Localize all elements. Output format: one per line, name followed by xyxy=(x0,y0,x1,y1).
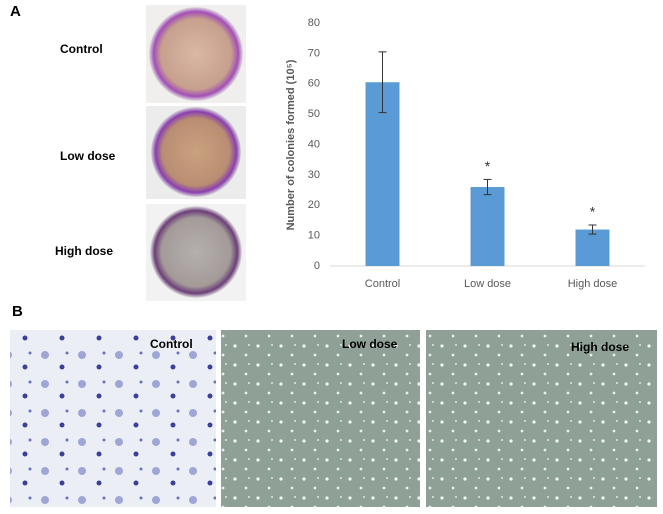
y-tick-label: 20 xyxy=(308,199,320,211)
y-axis-label: Number of colonies formed (10⁵) xyxy=(285,59,297,230)
y-tick-label: 40 xyxy=(308,138,320,150)
panel-label: B xyxy=(12,303,23,320)
bar xyxy=(470,187,505,266)
y-tick-label: 50 xyxy=(308,108,320,120)
y-tick-label: 30 xyxy=(308,169,320,181)
y-tick-label: 10 xyxy=(308,230,320,242)
x-tick-label: Low dose xyxy=(464,278,511,290)
panel-label: A xyxy=(10,3,21,20)
x-tick-label: High dose xyxy=(568,278,618,290)
plate-label: Low dose xyxy=(60,149,116,163)
y-tick-label: 60 xyxy=(308,78,320,90)
significance-mark: * xyxy=(485,158,491,174)
micro-label: Low dose xyxy=(342,337,398,351)
micro-label: Control xyxy=(150,337,193,351)
significance-mark: * xyxy=(590,204,596,220)
plate-label: High dose xyxy=(55,244,113,258)
bar xyxy=(575,229,610,266)
y-tick-label: 70 xyxy=(308,47,320,59)
bar-chart: Number of colonies formed (10⁵) xyxy=(285,59,297,230)
x-tick-label: Control xyxy=(365,278,400,290)
micro-label: High dose xyxy=(571,340,629,354)
y-tick-label: 80 xyxy=(308,17,320,29)
plate-photos xyxy=(146,5,246,301)
plate-label: Control xyxy=(60,42,103,56)
micro-photos xyxy=(10,330,657,507)
y-tick-label: 0 xyxy=(314,260,320,272)
